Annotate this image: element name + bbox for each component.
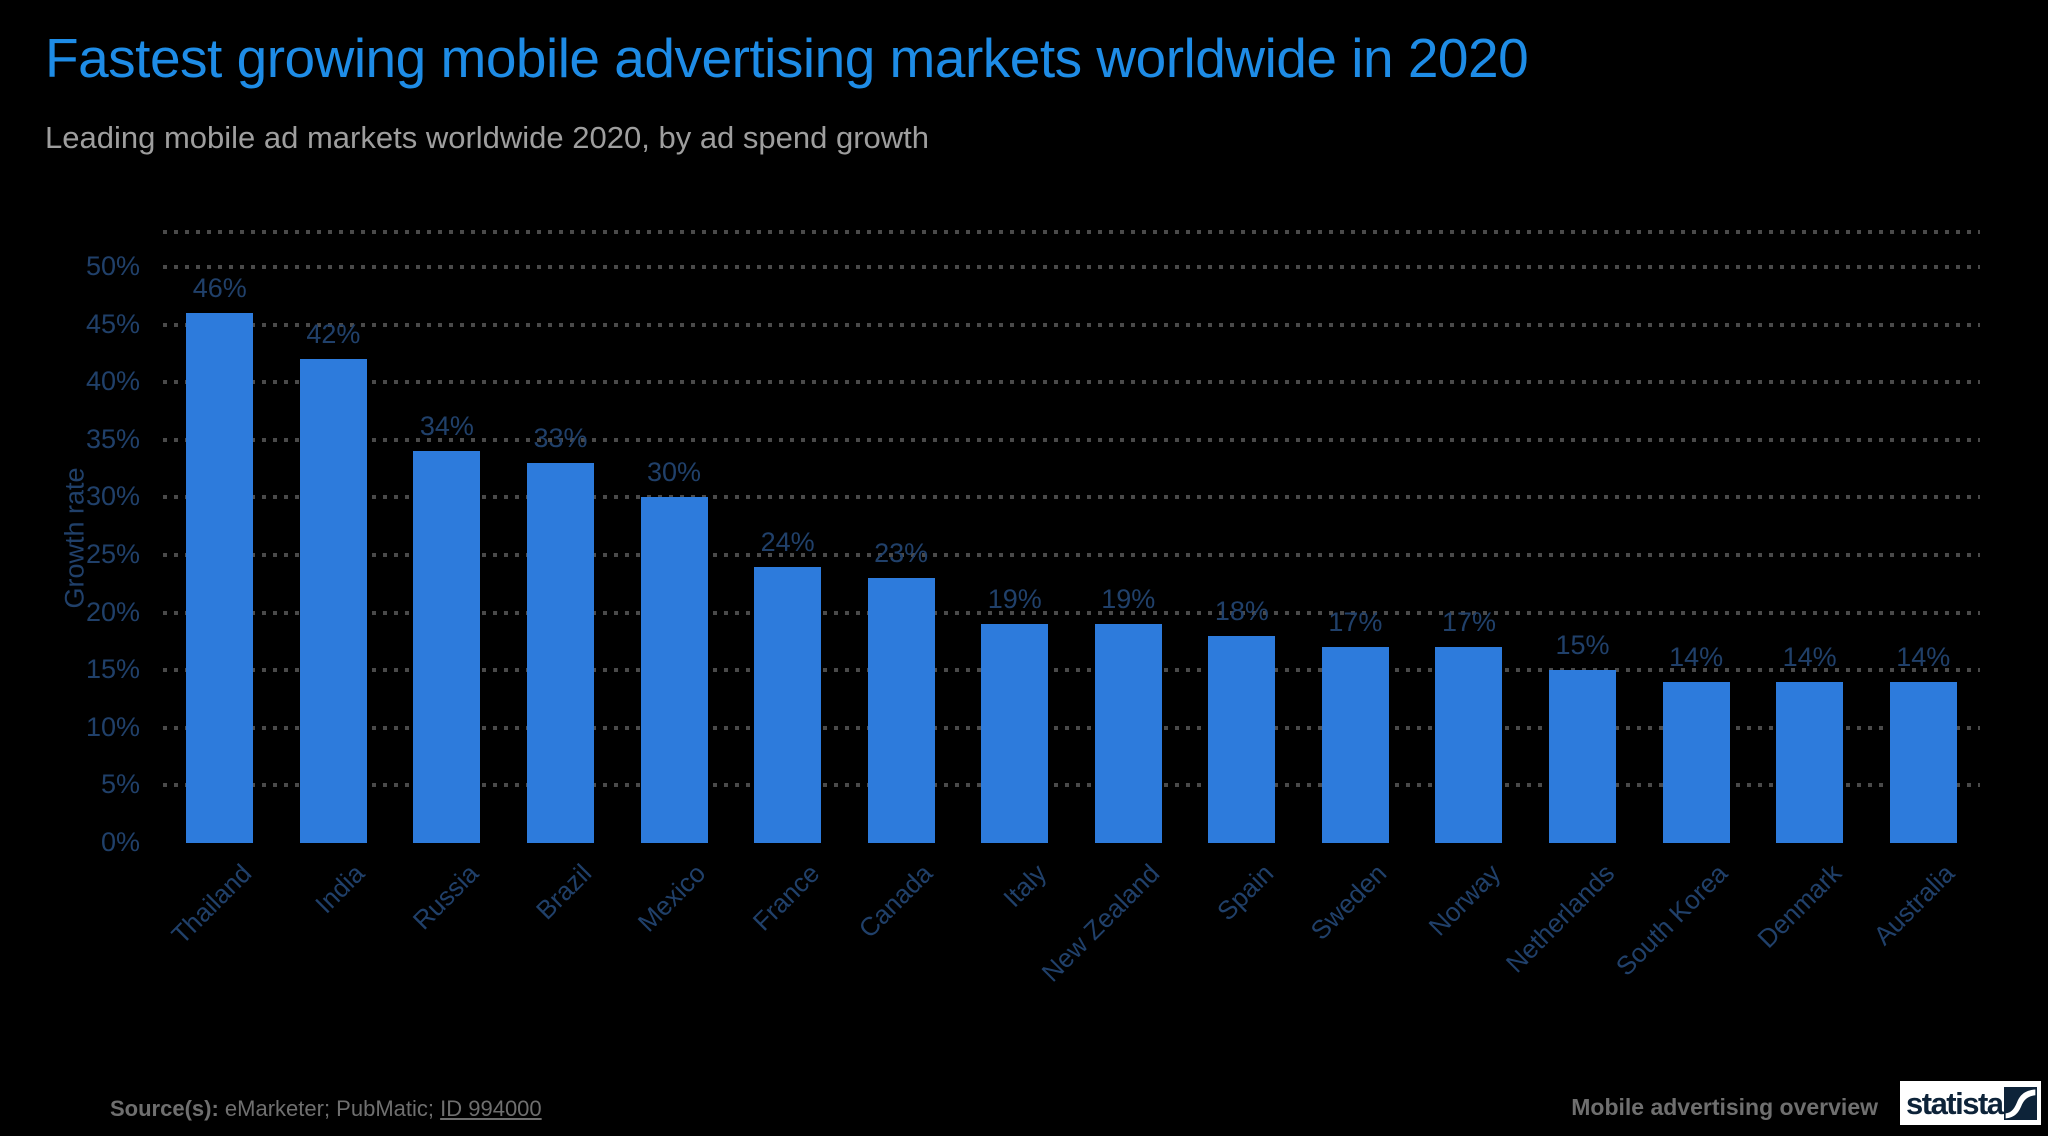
x-axis-label: Mexico <box>631 858 712 938</box>
x-axis-label: Australia <box>1867 858 1961 951</box>
bar-norway <box>1435 647 1503 843</box>
bar-value-label: 15% <box>1555 630 1610 661</box>
gridline-10 <box>163 725 1980 730</box>
x-axis-label: Norway <box>1422 858 1507 942</box>
y-tick-label-40: 40% <box>85 366 140 397</box>
gridline-20 <box>163 610 1980 615</box>
x-axis-label: India <box>309 858 371 920</box>
bar-value-label: 17% <box>1441 607 1496 638</box>
x-axis-label: Canada <box>852 858 939 944</box>
source-label: Source(s): <box>110 1096 219 1121</box>
source-text: eMarketer; PubMatic; <box>224 1096 434 1121</box>
gridline-35 <box>163 437 1980 442</box>
statista-logo: statista <box>1900 1081 2041 1125</box>
statista-wordmark: statista <box>1906 1085 2004 1121</box>
x-axis-label: Denmark <box>1751 858 1847 954</box>
bar-canada <box>867 578 935 843</box>
bar-value-label: 24% <box>760 526 815 557</box>
x-axis-label: Italy <box>996 858 1052 913</box>
y-tick-label-20: 20% <box>85 596 140 627</box>
y-tick-label-45: 45% <box>85 308 140 339</box>
bar-value-label: 33% <box>533 422 588 453</box>
source-id-link[interactable]: ID 994000 <box>440 1096 542 1121</box>
x-axis-label: South Korea <box>1609 858 1734 982</box>
bar-value-label: 19% <box>987 584 1042 615</box>
footer-topic: Mobile advertising overview <box>1571 1094 1878 1120</box>
gridline-45 <box>163 322 1980 327</box>
bar-value-label: 17% <box>1328 607 1383 638</box>
y-tick-label-30: 30% <box>85 481 140 512</box>
x-axis-label: New Zealand <box>1035 858 1166 988</box>
bar-value-label: 42% <box>306 319 361 350</box>
bar-brazil <box>526 462 594 843</box>
bar-value-label: 19% <box>1101 584 1156 615</box>
bar-sweden <box>1321 647 1389 843</box>
bar-australia <box>1889 681 1957 843</box>
y-tick-label-0: 0% <box>100 827 140 857</box>
chart-subtitle: Leading mobile ad markets worldwide 2020… <box>45 120 930 155</box>
bar-mexico <box>640 497 708 843</box>
gridline-30 <box>163 495 1980 500</box>
bar-value-label: 30% <box>647 457 702 488</box>
gridline-50 <box>163 265 1980 269</box>
source-note: Source(s): eMarketer; PubMatic; ID 99400… <box>110 1096 542 1122</box>
y-tick-label-50: 50% <box>85 251 140 281</box>
bar-value-label: 23% <box>874 538 929 569</box>
gridline-5 <box>163 783 1980 788</box>
bar-india <box>299 359 367 843</box>
bar-thailand <box>186 313 254 843</box>
x-axis-label: Russia <box>406 858 485 936</box>
bar-value-label: 34% <box>419 411 474 442</box>
x-axis-label: Thailand <box>165 858 257 950</box>
y-tick-label-35: 35% <box>85 423 140 454</box>
bar-value-label: 14% <box>1669 641 1724 672</box>
bar-value-label: 18% <box>1214 595 1269 626</box>
x-axis-label: Sweden <box>1304 858 1393 946</box>
bar-italy <box>981 624 1049 843</box>
bar-netherlands <box>1549 670 1617 843</box>
bar-new-zealand <box>1094 624 1162 843</box>
gridline-25 <box>163 553 1980 557</box>
gridline-40 <box>163 380 1980 385</box>
bar-value-label: 14% <box>1896 641 1951 672</box>
bar-denmark <box>1776 681 1844 843</box>
bar-russia <box>413 451 481 843</box>
y-tick-label-5: 5% <box>100 769 140 800</box>
bar-spain <box>1208 635 1276 843</box>
y-tick-label-15: 15% <box>85 654 140 685</box>
x-axis-label: Spain <box>1210 858 1280 927</box>
gridline-top <box>163 230 1980 235</box>
chart-title: Fastest growing mobile advertising marke… <box>45 27 1529 89</box>
bar-value-label: 46% <box>192 273 247 304</box>
x-axis-label: France <box>746 858 825 937</box>
x-axis-label: Brazil <box>530 858 598 926</box>
y-tick-label-25: 25% <box>85 539 140 569</box>
statista-swoosh-icon <box>2004 1086 2037 1120</box>
gridline-15 <box>163 668 1980 673</box>
bar-south-korea <box>1662 681 1730 843</box>
bar-france <box>754 566 822 843</box>
bar-value-label: 14% <box>1782 641 1837 672</box>
x-axis-label: Netherlands <box>1499 858 1620 979</box>
y-tick-label-10: 10% <box>85 711 140 742</box>
